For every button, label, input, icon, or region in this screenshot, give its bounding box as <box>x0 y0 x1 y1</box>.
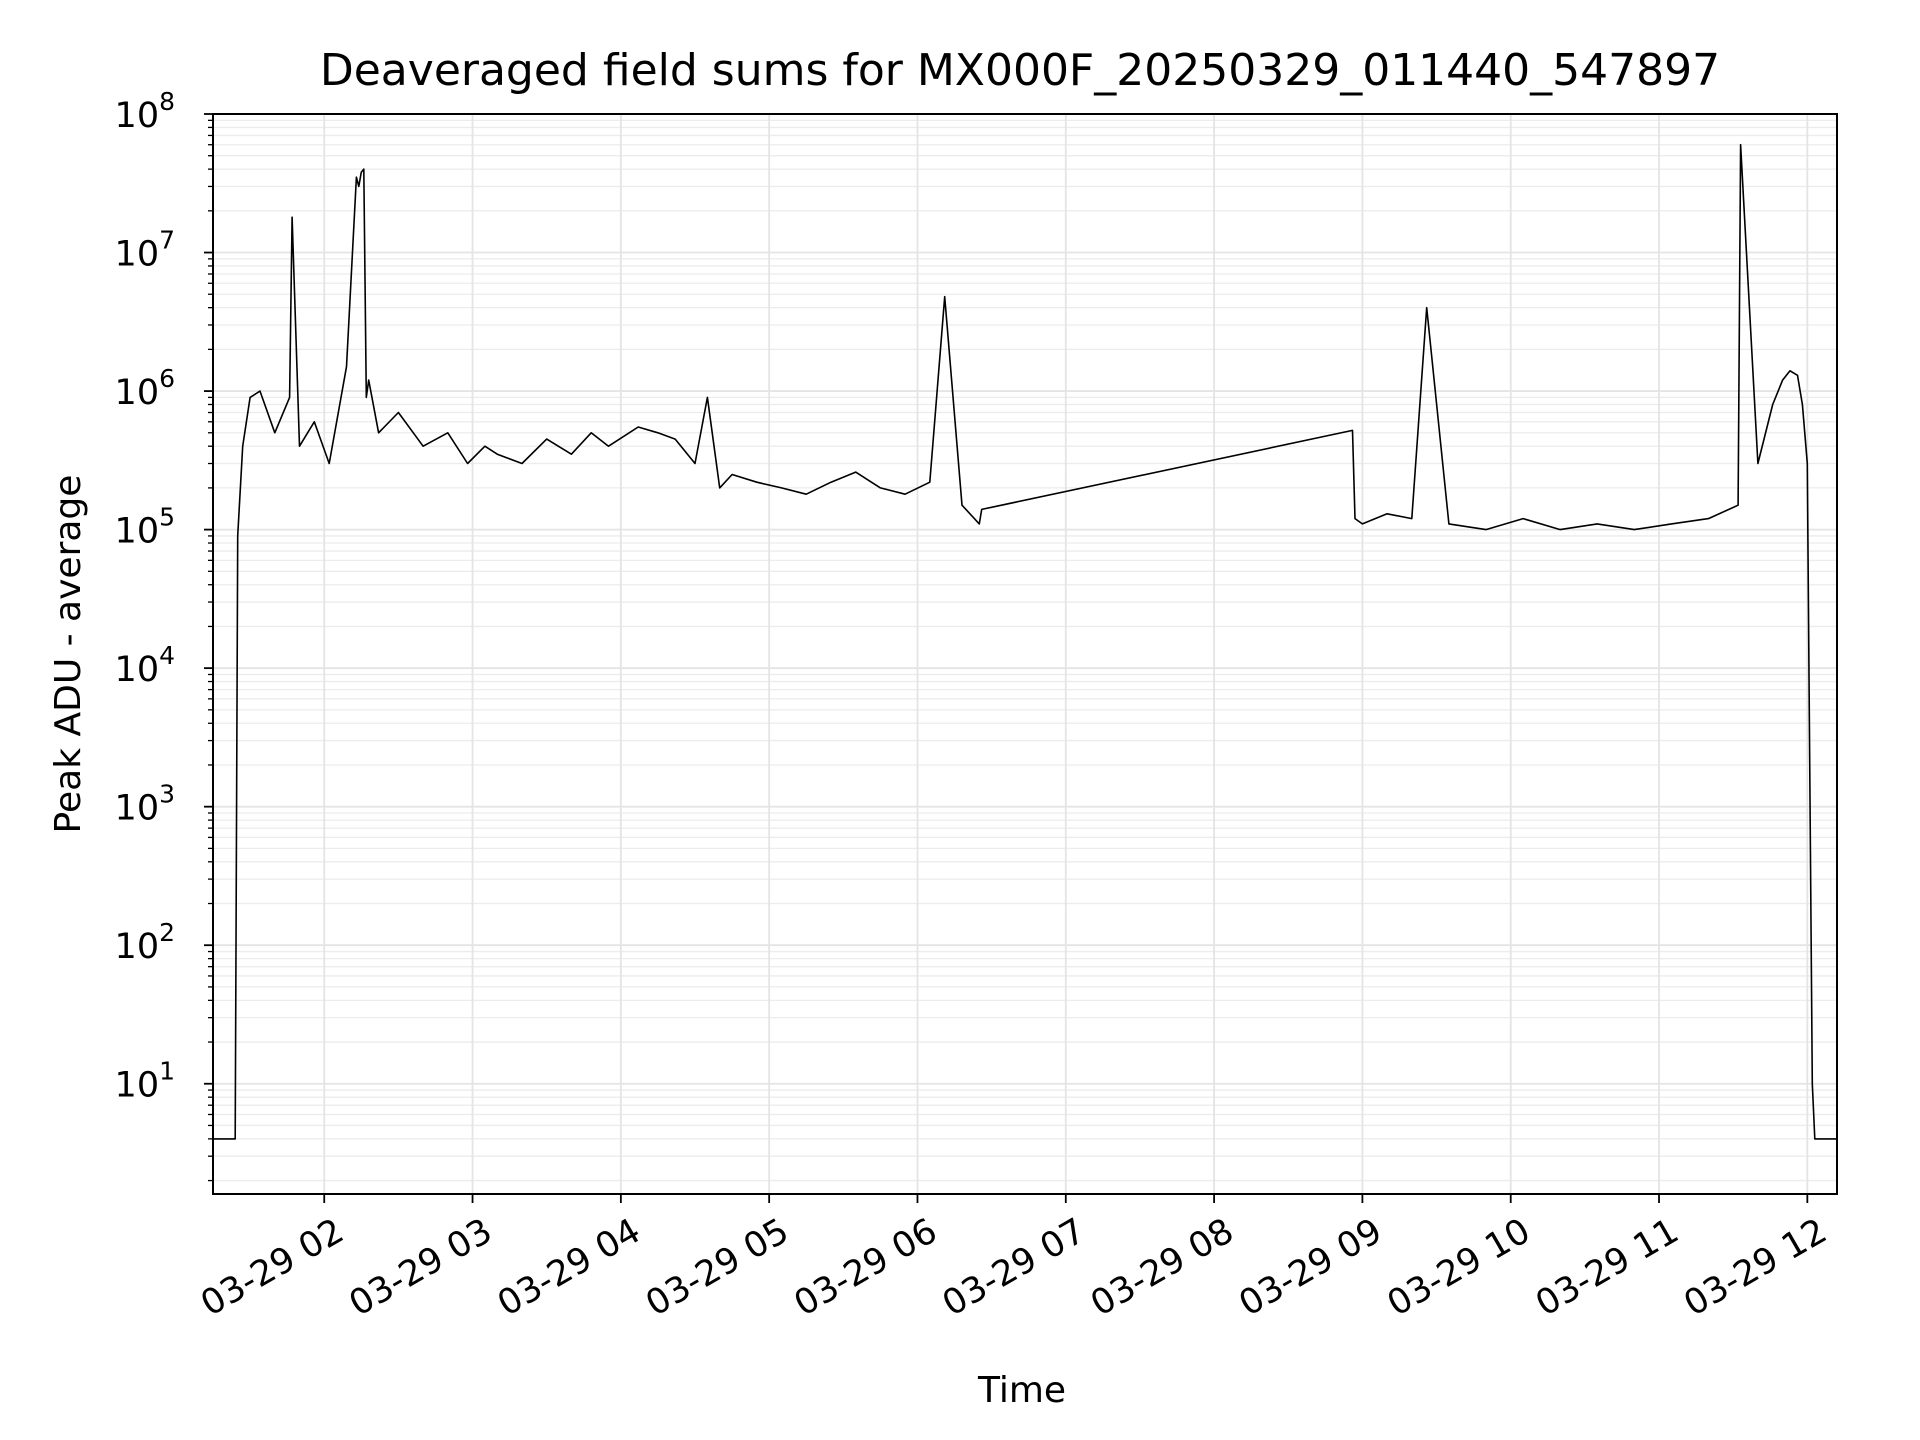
y-axis-label: Peak ADU - average <box>48 475 89 834</box>
x-axis-label: Time <box>977 1370 1066 1411</box>
y-tick-label: 107 <box>115 226 175 275</box>
chart-title: Deaveraged field sums for MX000F_2025032… <box>320 45 1720 96</box>
series-layer <box>213 143 1837 1140</box>
y-tick-label: 106 <box>115 364 175 413</box>
grid <box>213 113 1837 1194</box>
y-tick-label: 105 <box>115 503 175 552</box>
plot-frame <box>212 113 1838 1195</box>
series-line <box>213 143 1837 1140</box>
